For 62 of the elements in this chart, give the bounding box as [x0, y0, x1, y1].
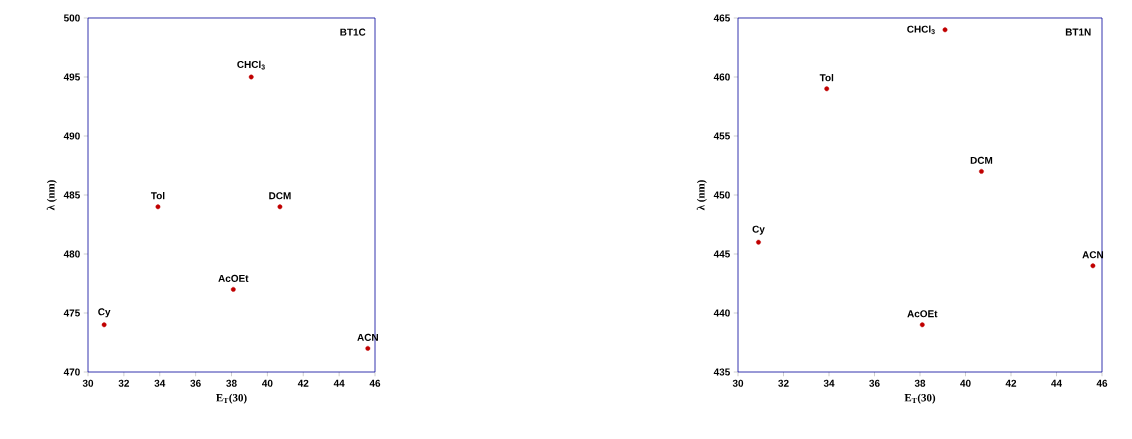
x-tick-label: 40: [261, 379, 273, 387]
x-tick-label: 44: [333, 379, 345, 387]
x-tick-label: 34: [154, 379, 166, 387]
point: [919, 322, 925, 328]
x-tick-label: 32: [118, 379, 130, 387]
point: [979, 169, 984, 174]
x-tick-label: 32: [778, 379, 789, 387]
annotation: CHCl$_{3}$: [237, 60, 265, 70]
y-tick-label: 465: [713, 14, 730, 22]
y-tick-label: 455: [713, 132, 730, 140]
point: [101, 322, 107, 328]
point: [756, 239, 761, 245]
y-tick-label: 485: [63, 191, 80, 199]
y-tick-label: 445: [713, 250, 730, 258]
annotation: AcOEt: [907, 310, 938, 318]
y-tick-label: 495: [63, 73, 80, 81]
point: [824, 86, 830, 92]
point: [155, 204, 161, 210]
annotation: BT1N: [1065, 28, 1091, 36]
point: [1090, 263, 1096, 269]
x-tick-label: 38: [914, 379, 926, 387]
point: [248, 74, 254, 80]
x-tick-label: 30: [732, 379, 744, 387]
y-tick-label: 500: [63, 14, 80, 22]
annotation: BT1C: [340, 28, 366, 36]
annotation: ACN: [1082, 251, 1104, 259]
annotation: DCM: [970, 156, 993, 164]
y-tick-label: 470: [63, 368, 80, 376]
point: [230, 287, 236, 292]
x-tick-label: 36: [869, 379, 880, 387]
y-tick-label: 490: [63, 132, 80, 140]
annotation: Tol: [150, 191, 165, 200]
annotation: Cy: [752, 225, 765, 235]
x-tick-label: 46: [1096, 379, 1108, 387]
y-tick-label: 480: [63, 250, 80, 258]
annotation: DCM: [269, 192, 291, 200]
annotation: CHCl$_{3}$: [907, 25, 935, 35]
x-tick-label: 30: [82, 379, 94, 387]
y-tick-label: 435: [713, 368, 730, 376]
y-tick-label: 450: [713, 191, 730, 199]
y-tick-label: 460: [713, 73, 730, 81]
x-tick-label: 36: [190, 379, 201, 387]
x-tick-label: 46: [369, 379, 381, 387]
x-tick-label: 44: [1051, 379, 1062, 387]
y-tick-label: 440: [713, 309, 730, 317]
x-axis-title: E$_{T}$(30): [216, 393, 247, 404]
annotation: Tol: [819, 73, 834, 82]
point: [942, 27, 948, 33]
x-tick-label: 42: [1005, 379, 1017, 387]
x-tick-label: 40: [960, 379, 971, 387]
annotation: Cy: [98, 308, 111, 318]
annotation: AcOEt: [218, 274, 249, 282]
x-tick-label: 42: [297, 379, 309, 387]
point: [365, 346, 371, 351]
y-axis-title: λ (nm): [696, 180, 707, 211]
x-axis-title: E$_{T}$(30): [904, 393, 936, 404]
point: [277, 204, 283, 210]
x-tick-label: 34: [823, 379, 835, 387]
x-tick-label: 38: [226, 379, 237, 387]
y-axis-title: λ (nm): [46, 180, 57, 211]
y-tick-label: 475: [63, 309, 80, 317]
annotation: ACN: [357, 333, 378, 341]
